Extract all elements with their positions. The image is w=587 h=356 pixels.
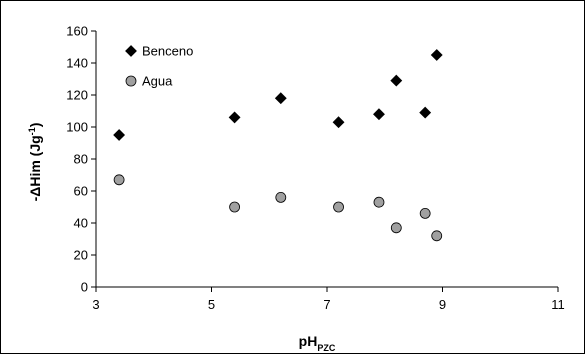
- benceno-point: [419, 106, 432, 119]
- benceno-point: [274, 92, 287, 105]
- data-points: [113, 49, 443, 242]
- y-tick-label: 120: [66, 88, 88, 103]
- legend-marker-benceno: [125, 45, 137, 57]
- benceno-point: [373, 108, 385, 121]
- agua-point: [373, 196, 385, 208]
- agua-point: [419, 207, 431, 219]
- benceno-point: [390, 74, 403, 87]
- agua-point: [275, 191, 287, 203]
- y-axis-title-superscript: -1: [27, 127, 37, 135]
- agua-point: [333, 201, 344, 213]
- benceno-point: [332, 116, 345, 129]
- y-tick-label: 0: [81, 280, 88, 295]
- x-tick-label: 3: [92, 297, 99, 312]
- y-axis-title-close: ): [27, 123, 43, 128]
- x-tick-label: 7: [323, 297, 330, 312]
- x-tick-label: 9: [439, 297, 446, 312]
- axes: [95, 31, 558, 288]
- y-axis-ticks: 0 20 40 60 80 100 120 140 160: [66, 24, 96, 295]
- x-axis-title-subscript: PZC: [317, 343, 336, 353]
- y-tick-label: 60: [74, 184, 88, 199]
- x-axis-ticks: 3 5 7 9 11: [92, 287, 565, 312]
- agua-point: [113, 174, 125, 186]
- x-axis-title-main: pH: [299, 333, 318, 349]
- agua-point: [390, 222, 402, 234]
- legend: Benceno Agua: [125, 44, 193, 89]
- y-tick-label: 160: [66, 24, 88, 39]
- y-axis-title: -ΔHim (Jg-1): [27, 123, 43, 202]
- y-tick-label: 20: [74, 248, 88, 263]
- agua-point: [431, 230, 443, 242]
- benceno-point: [113, 129, 126, 141]
- legend-label-benceno: Benceno: [142, 44, 193, 59]
- agua-point: [229, 201, 241, 213]
- x-tick-label: 5: [208, 297, 215, 312]
- legend-label-agua: Agua: [142, 74, 173, 89]
- benceno-point: [430, 49, 443, 61]
- y-axis-title-main: -ΔHim (Jg: [27, 135, 43, 201]
- x-axis-title: pHPZC: [299, 333, 336, 353]
- benceno-point: [228, 111, 241, 124]
- y-tick-label: 100: [66, 120, 88, 135]
- x-tick-label: 11: [551, 297, 565, 312]
- y-tick-label: 40: [74, 216, 88, 231]
- y-tick-label: 80: [74, 152, 88, 167]
- y-tick-label: 140: [66, 56, 88, 71]
- legend-marker-agua: [125, 75, 137, 87]
